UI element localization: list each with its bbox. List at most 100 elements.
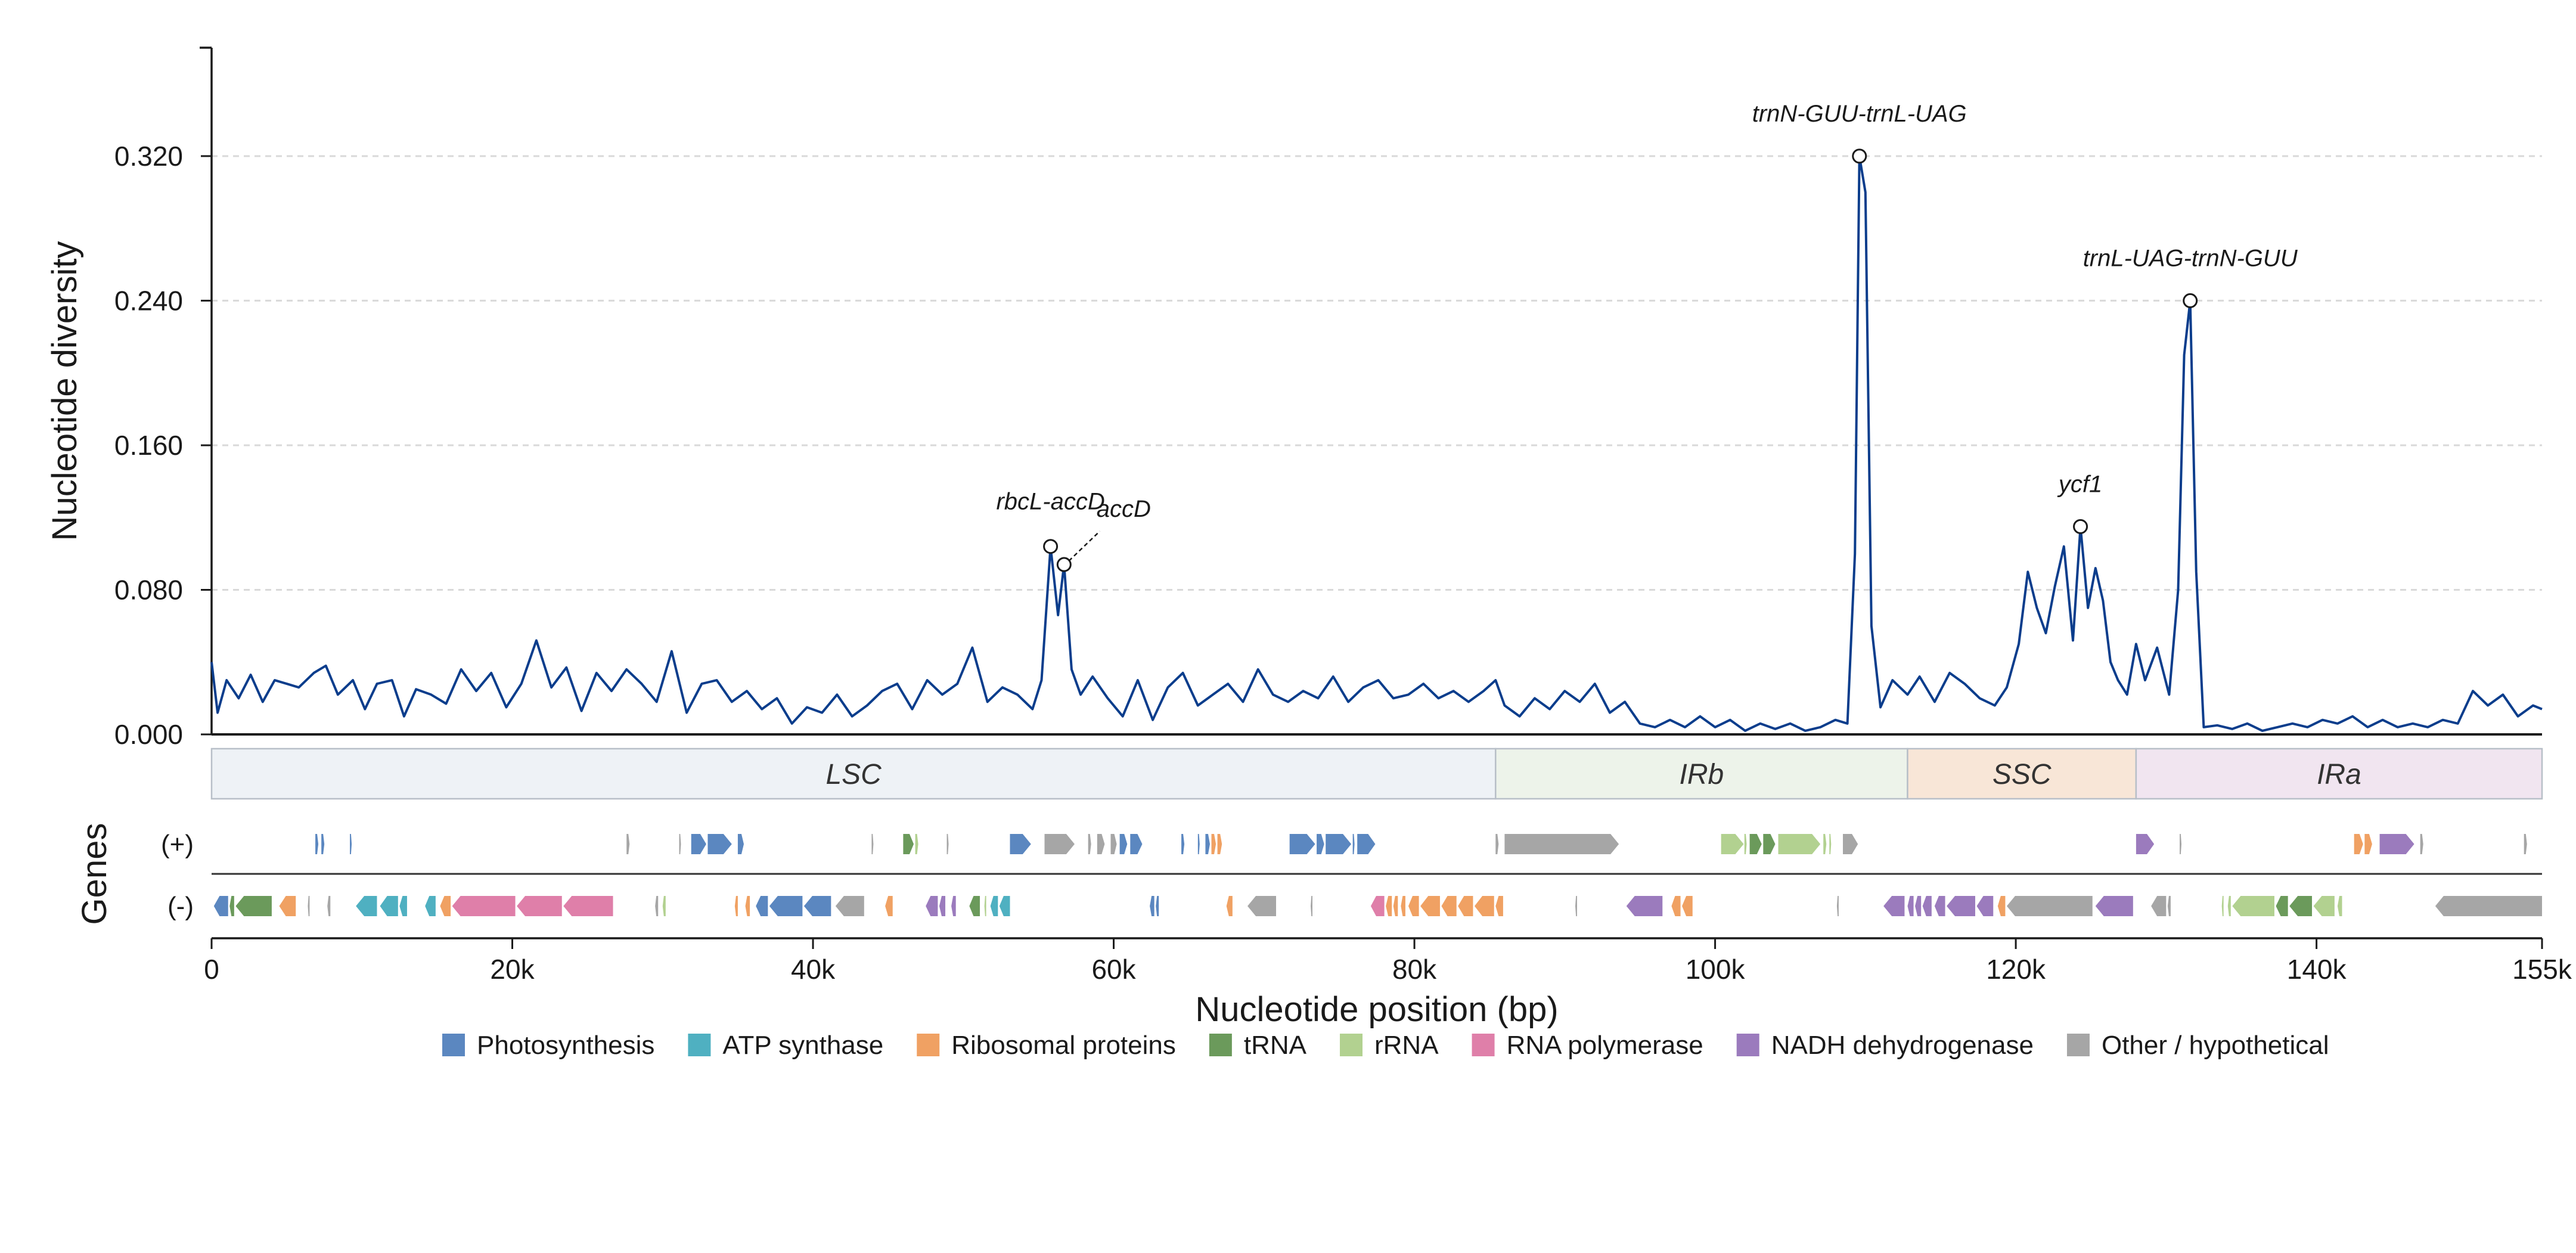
gene-minus [835, 896, 864, 916]
gene-plus [1352, 834, 1355, 854]
gene-minus [1401, 896, 1405, 916]
gene-minus [1393, 896, 1398, 916]
gene-minus [1976, 896, 1994, 916]
peak-label: rbcL-accD [996, 489, 1104, 515]
gene-minus [399, 896, 407, 916]
gene-plus [1119, 834, 1128, 854]
gene-plus [691, 834, 706, 854]
x-tick-label: 40k [791, 954, 836, 985]
gene-plus [679, 834, 681, 854]
gene-minus [517, 896, 562, 916]
strand-minus-label: (-) [167, 892, 194, 921]
legend-label: ATP synthase [722, 1031, 883, 1060]
legend-label: NADH dehydrogenase [1771, 1031, 2034, 1060]
x-tick-label: 140k [2287, 954, 2347, 985]
gene-minus [2337, 896, 2342, 916]
legend-label: rRNA [1374, 1031, 1439, 1060]
gene-minus [926, 896, 938, 916]
y-axis-title: Nucleotide diversity [45, 241, 84, 541]
region-ssc [1907, 748, 2137, 800]
peak-label: ycf1 [2057, 471, 2102, 497]
gene-plus [1495, 834, 1499, 854]
gene-plus [2524, 834, 2527, 854]
strand-plus-label: (+) [161, 830, 194, 859]
gene-plus [871, 834, 874, 854]
gene-plus [1763, 834, 1776, 854]
peak-label: accD [1097, 496, 1151, 522]
legend-swatch [688, 1034, 711, 1056]
region-label: SSC [1992, 759, 2052, 790]
legend-label: Other / hypothetical [2102, 1031, 2329, 1060]
gene-plus [1110, 834, 1117, 854]
gene-minus [2151, 896, 2167, 916]
gene-plus [315, 834, 319, 854]
gene-plus [1097, 834, 1105, 854]
gene-minus [356, 896, 377, 916]
gene-minus [213, 896, 228, 916]
x-tick-label: 155k [2512, 954, 2572, 985]
gene-plus [1357, 834, 1376, 854]
region-irb [1495, 748, 1908, 800]
gene-plus [2354, 834, 2363, 854]
gene-minus [1495, 896, 1503, 916]
gene-minus [990, 896, 998, 916]
diversity-line [210, 154, 2543, 732]
y-tick-label: 0.080 [114, 574, 183, 605]
gene-minus [2227, 896, 2231, 916]
legend: Photosynthesis ATP synthase Ribosomal prot… [442, 1031, 2329, 1060]
gene-plus [2180, 834, 2182, 854]
gene-minus [2289, 896, 2313, 916]
gene-minus [2435, 896, 2542, 916]
gene-minus [1907, 896, 1914, 916]
legend-swatch [1736, 1034, 1759, 1056]
gene-minus [2276, 896, 2288, 916]
tick-labels: 0.000 0.080 0.160 0.240 0.320 (+) (-) 0 20k 40k 60… [114, 141, 2572, 985]
legend-swatch [442, 1034, 465, 1056]
gene-minus [1150, 896, 1154, 916]
gene-plus [626, 834, 630, 854]
axes [200, 46, 2543, 949]
peak-marker [1043, 539, 1059, 554]
gene-minus [380, 896, 398, 916]
gene-minus [1836, 896, 1839, 916]
y-tick-label: 0.320 [114, 141, 183, 172]
gene-plus [1843, 834, 1858, 854]
gene-minus [1370, 896, 1385, 916]
gene-minus [1458, 896, 1473, 916]
region-label: IRa [2317, 759, 2361, 790]
legend-label: tRNA [1244, 1031, 1307, 1060]
gene-minus [1626, 896, 1663, 916]
x-axis-title: Nucleotide position (bp) [1195, 990, 1558, 1029]
legend-swatch [1209, 1034, 1232, 1056]
gene-minus [1156, 896, 1159, 916]
legend-swatch [2066, 1034, 2090, 1056]
gene-minus [969, 896, 980, 916]
gene-plus [1010, 834, 1031, 854]
gene-minus [327, 896, 331, 916]
gene-minus [563, 896, 613, 916]
gene-minus [235, 896, 272, 916]
gene-minus [1922, 896, 1932, 916]
gene-plus [2136, 834, 2155, 854]
peak-marker [2073, 519, 2088, 534]
gene-plus [1326, 834, 1352, 854]
gene-minus [452, 896, 516, 916]
gene-minus [1682, 896, 1693, 916]
peak-marker [2183, 293, 2198, 308]
gene-minus [1883, 896, 1905, 916]
gene-minus [1311, 896, 1313, 916]
y-tick-label: 0.240 [114, 285, 183, 316]
legend-label: Photosynthesis [477, 1031, 654, 1060]
gene-minus [2232, 896, 2274, 916]
gene-plus [1289, 834, 1315, 854]
gene-plus [707, 834, 732, 854]
legend-swatch [917, 1034, 940, 1056]
gene-plus [1197, 834, 1200, 854]
peak-marker [1056, 557, 1072, 572]
x-tick-label: 60k [1091, 954, 1136, 985]
gene-minus [440, 896, 451, 916]
x-tick-label: 0 [204, 954, 219, 985]
gene-plus [1217, 834, 1222, 854]
gene-plus [1317, 834, 1324, 854]
